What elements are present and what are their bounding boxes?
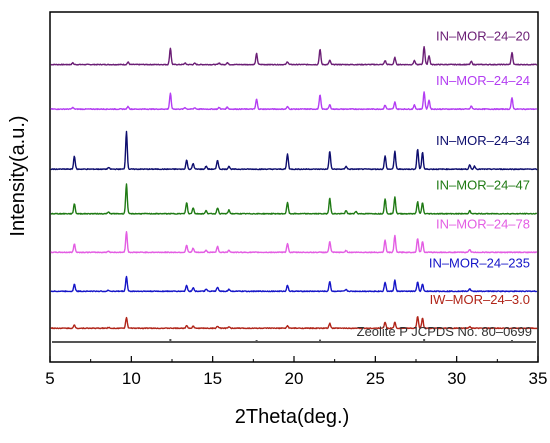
series-label: IN–MOR–24–47 <box>436 178 530 193</box>
x-tick-label: 35 <box>529 369 548 388</box>
series-line <box>50 231 538 254</box>
series-label: IN–MOR–24–235 <box>429 255 530 270</box>
x-tick-label: 20 <box>285 369 304 388</box>
x-tick-label: 15 <box>203 369 222 388</box>
series-label: IN–MOR–24–78 <box>436 216 530 231</box>
series-line <box>50 46 538 66</box>
x-tick-label: 30 <box>447 369 466 388</box>
reference-label: Zeolite P JCPDS No. 80–0699 <box>357 324 532 339</box>
y-axis-title: Intensity(a.u.) <box>7 115 29 236</box>
series-label: IN–MOR–24–20 <box>436 29 530 44</box>
series-line <box>50 91 538 111</box>
series-line <box>50 130 538 171</box>
x-axis-title: 2Theta(deg.) <box>235 406 350 428</box>
x-tick-label: 25 <box>366 369 385 388</box>
series-line <box>50 275 538 293</box>
series-line <box>50 316 538 330</box>
series-label: IW–MOR–24–3.0 <box>430 292 530 307</box>
x-tick-label: 10 <box>122 369 141 388</box>
series-label: IN–MOR–24–24 <box>436 73 530 88</box>
x-tick-label: 5 <box>45 369 54 388</box>
series-label: IN–MOR–24–34 <box>436 133 530 148</box>
series-line <box>50 183 538 215</box>
